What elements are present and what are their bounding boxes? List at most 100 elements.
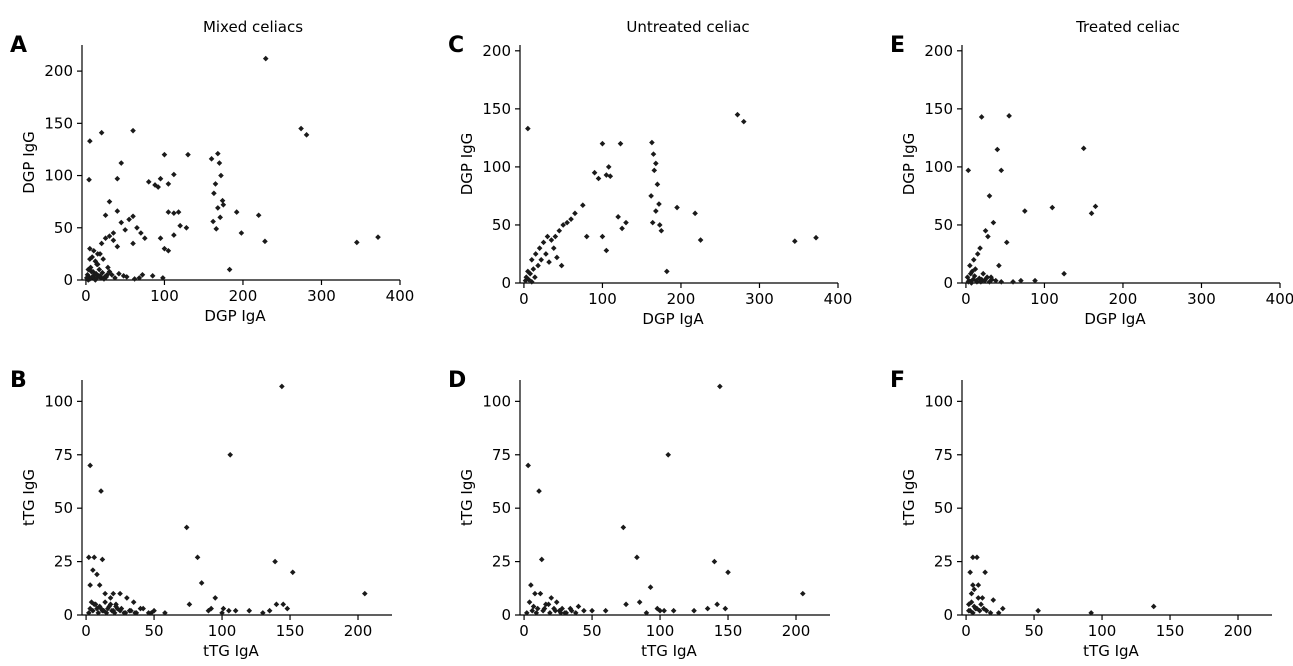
data-point <box>102 235 109 242</box>
y-tick-label: 150 <box>44 114 73 132</box>
data-point <box>974 605 980 612</box>
y-axis-label: DGP IgG <box>458 133 476 196</box>
data-point <box>107 595 114 601</box>
data-point <box>704 605 711 612</box>
data-point <box>978 114 985 120</box>
x-tick-label: 300 <box>1187 290 1216 308</box>
y-tick-label: 0 <box>943 274 953 292</box>
data-point <box>219 197 226 204</box>
panel-d: D 0 50 100 150 200 0 25 50 75 100 tTG IgA tTG IgG <box>448 368 830 660</box>
data-point <box>977 245 983 251</box>
data-point <box>623 219 629 226</box>
data-point <box>140 605 146 612</box>
data-point <box>994 146 1001 153</box>
data-point <box>238 230 245 236</box>
data-point <box>657 607 663 614</box>
data-point <box>102 599 108 605</box>
data-point <box>526 599 533 605</box>
data-point <box>978 276 985 283</box>
data-point <box>548 595 555 601</box>
data-point <box>87 462 93 469</box>
data-point <box>619 225 625 232</box>
data-point <box>1003 239 1010 246</box>
x-tick-label: 400 <box>1266 290 1293 308</box>
x-tick-label: 0 <box>519 622 529 640</box>
data-point <box>650 151 657 157</box>
y-tick-label: 150 <box>924 100 953 118</box>
data-point <box>226 266 233 273</box>
data-point <box>262 238 268 245</box>
data-point <box>551 605 557 612</box>
panel-title: Treated celiac <box>1075 18 1180 36</box>
data-point <box>535 262 541 269</box>
data-point <box>653 208 659 214</box>
data-point <box>106 603 112 610</box>
data-point <box>96 582 103 588</box>
data-point <box>528 256 535 263</box>
data-point <box>122 610 129 616</box>
data-point <box>996 262 1002 269</box>
data-point <box>599 140 606 147</box>
data-point <box>175 209 182 215</box>
y-tick-label: 0 <box>501 606 511 624</box>
data-point <box>87 138 93 144</box>
x-tick-label: 100 <box>646 622 675 640</box>
x-tick-label: 100 <box>208 622 237 640</box>
x-tick-label: 200 <box>782 622 811 640</box>
data-point <box>246 607 253 614</box>
data-point <box>968 280 975 286</box>
data-point <box>649 139 655 146</box>
data-point <box>227 451 234 458</box>
x-tick-label: 100 <box>588 290 617 308</box>
data-point <box>580 202 586 209</box>
data-point <box>980 270 986 277</box>
data-point <box>99 556 106 563</box>
data-point <box>528 582 534 588</box>
data-point <box>1088 610 1094 616</box>
data-point <box>537 590 544 597</box>
data-point <box>130 213 136 220</box>
data-point <box>987 610 994 616</box>
y-tick-label: 50 <box>54 219 73 237</box>
data-point <box>1022 208 1028 214</box>
data-point <box>87 276 93 282</box>
data-point <box>211 190 217 197</box>
data-point <box>989 276 995 283</box>
data-point <box>634 554 640 561</box>
data-point <box>94 571 100 578</box>
y-tick-label: 50 <box>492 499 511 517</box>
data-point <box>558 262 565 269</box>
data-point <box>161 151 168 158</box>
x-tick-label: 100 <box>1030 290 1059 308</box>
data-point <box>972 266 979 272</box>
data-point <box>128 607 134 614</box>
y-axis-label: tTG IgG <box>900 469 918 526</box>
y-tick-label: 25 <box>934 553 953 571</box>
data-point <box>533 610 540 616</box>
y-tick-label: 0 <box>63 606 73 624</box>
data-point <box>643 610 650 616</box>
data-point <box>232 607 239 614</box>
data-point <box>1049 204 1056 211</box>
data-point <box>653 160 659 167</box>
y-axis-label: DGP IgG <box>20 131 38 194</box>
data-point <box>145 179 152 185</box>
x-tick-label: 50 <box>583 622 602 640</box>
data-point <box>656 201 662 207</box>
data-point <box>152 182 158 188</box>
data-point <box>279 383 285 390</box>
data-point <box>583 233 590 240</box>
data-point <box>658 227 665 234</box>
data-point <box>194 554 201 561</box>
data-point <box>725 569 731 576</box>
data-point <box>603 172 610 178</box>
data-point <box>1006 113 1012 119</box>
x-tick-label: 300 <box>745 290 774 308</box>
data-point <box>550 245 557 251</box>
data-point <box>534 605 541 612</box>
data-point <box>97 251 103 257</box>
data-point <box>970 610 976 616</box>
data-point <box>530 266 537 272</box>
data-point <box>131 276 138 282</box>
